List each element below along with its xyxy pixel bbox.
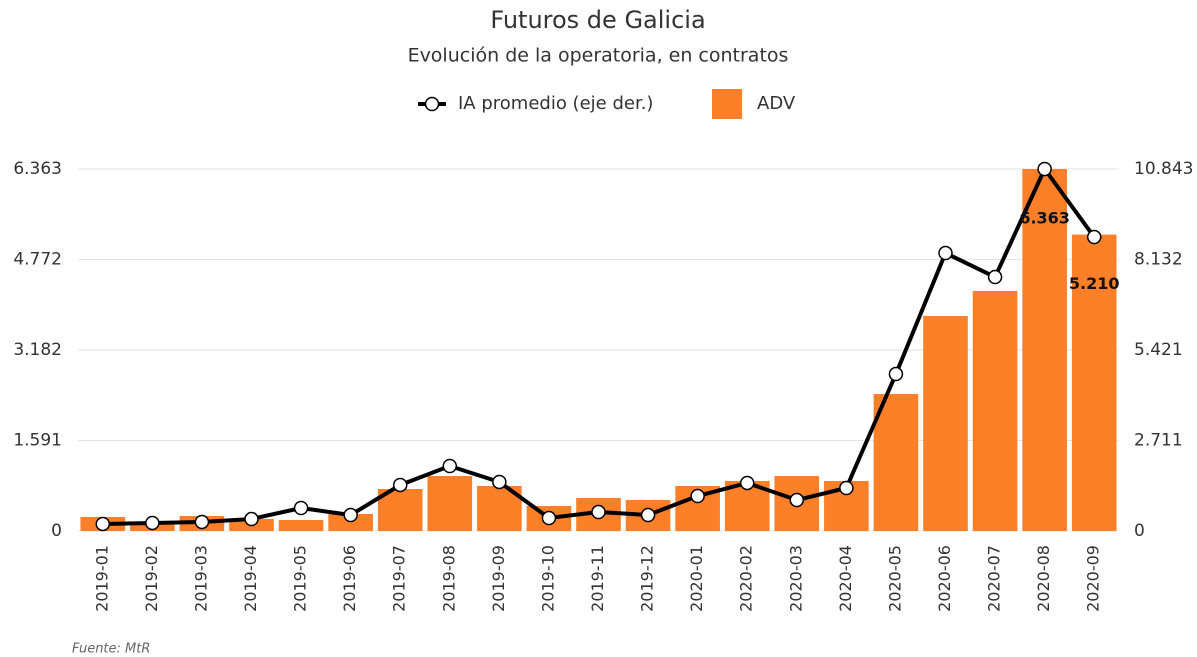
x-tick-label: 2020-05 <box>885 545 904 612</box>
line-point <box>392 477 408 493</box>
bar <box>873 394 919 531</box>
line-point <box>343 507 358 523</box>
line-point <box>789 492 805 508</box>
chart-title: Futuros de Galicia <box>490 6 705 34</box>
value-label: 5.210 <box>1069 274 1120 293</box>
line-point <box>1086 229 1102 245</box>
x-tick-label: 2019-04 <box>241 545 260 612</box>
line-point <box>938 245 953 261</box>
y-tick-label: 0 <box>51 521 62 541</box>
line-point <box>244 511 259 527</box>
y-tick-label: 4.772 <box>13 250 62 270</box>
y2-tick-label: 10.843 <box>1134 159 1193 179</box>
x-tick-label: 2019-09 <box>489 545 508 612</box>
line-point <box>293 500 309 516</box>
x-tick-label: 2019-03 <box>191 545 210 612</box>
line-point <box>690 488 705 504</box>
x-tick-label: 2019-06 <box>340 545 359 612</box>
legend-swatch <box>712 89 742 119</box>
x-tick-label: 2019-05 <box>291 545 310 612</box>
line-point <box>145 515 160 531</box>
line-point <box>839 480 854 496</box>
line-point <box>194 514 210 530</box>
x-tick-label: 2019-12 <box>638 545 657 612</box>
x-tick-label: 2019-07 <box>390 545 409 612</box>
bar <box>278 520 324 531</box>
y-tick-label: 6.363 <box>13 159 62 179</box>
x-tick-label: 2019-02 <box>142 545 161 612</box>
line-point <box>987 269 1003 285</box>
y2-tick-label: 0 <box>1134 521 1145 541</box>
line-point <box>1037 161 1052 177</box>
y-tick-label: 1.591 <box>13 430 62 450</box>
line-point <box>591 504 606 520</box>
line-point <box>739 475 755 491</box>
bar <box>923 315 968 531</box>
x-tick-label: 2020-04 <box>836 545 855 612</box>
x-tick-label: 2020-03 <box>786 545 805 612</box>
line-point <box>888 366 904 382</box>
line-point <box>492 474 507 490</box>
line-point <box>640 507 656 523</box>
x-tick-label: 2019-10 <box>538 545 557 612</box>
x-tick-label: 2020-02 <box>737 545 756 612</box>
chart-subtitle: Evolución de la operatoria, en contratos <box>408 45 789 67</box>
line-point <box>95 516 111 532</box>
legend-label: IA promedio (eje der.) <box>458 93 653 114</box>
legend-label: ADV <box>757 93 796 114</box>
source-note: Fuente: MtR <box>72 642 150 657</box>
y-tick-label: 3.182 <box>13 340 62 360</box>
value-label: 6.363 <box>1019 209 1070 228</box>
bar <box>1022 169 1067 531</box>
line-point <box>541 510 557 526</box>
bar <box>427 475 473 531</box>
x-tick-label: 2019-11 <box>588 545 607 612</box>
bar <box>972 290 1018 531</box>
x-tick-label: 2019-08 <box>439 545 458 612</box>
x-tick-label: 2020-08 <box>1034 545 1053 612</box>
x-tick-label: 2020-06 <box>935 545 954 612</box>
x-tick-label: 2019-01 <box>92 545 111 612</box>
x-tick-label: 2020-07 <box>985 545 1004 612</box>
x-tick-label: 2020-09 <box>1084 545 1103 612</box>
bar <box>1071 234 1117 531</box>
line-point <box>442 458 458 474</box>
y2-tick-label: 8.132 <box>1134 250 1183 270</box>
legend-marker <box>424 96 440 112</box>
y2-tick-label: 5.421 <box>1134 340 1183 360</box>
bar <box>328 513 373 531</box>
y2-tick-label: 2.711 <box>1134 430 1183 450</box>
x-tick-label: 2020-01 <box>687 545 706 612</box>
